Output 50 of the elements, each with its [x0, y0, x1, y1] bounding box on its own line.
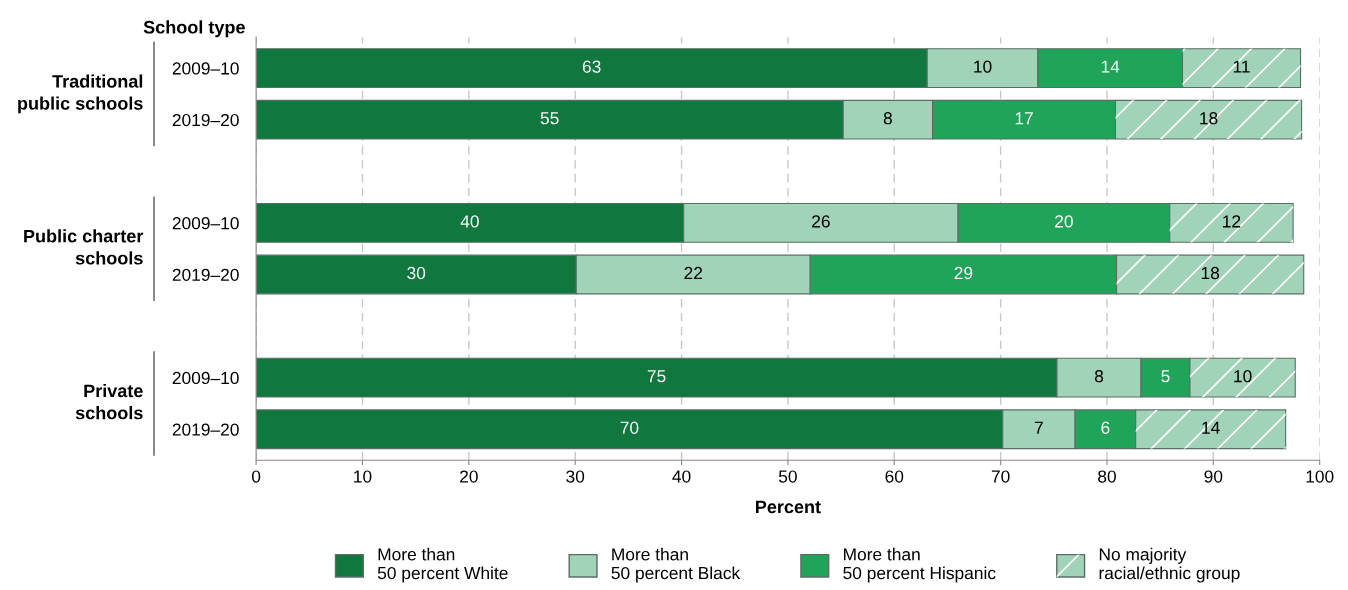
y-tick-label: 2009–10: [172, 217, 239, 230]
text: Traditional public schools: [18, 74, 143, 114]
data-label: 14: [1202, 421, 1220, 434]
legend-label: More than 50 percent Black: [611, 547, 741, 583]
text: Private schools: [75, 384, 143, 420]
data-label: 70: [620, 421, 639, 434]
x-tick-label: 80: [1098, 470, 1116, 483]
x-tick-label: 40: [672, 470, 691, 483]
x-tick-label: 60: [885, 470, 904, 483]
data-label: 75: [647, 370, 666, 383]
data-label: 18: [1200, 112, 1218, 125]
data-label: 6: [1101, 421, 1110, 434]
data-label: 40: [460, 215, 479, 228]
data-label: 5: [1161, 370, 1170, 383]
data-label: 8: [1094, 370, 1104, 383]
data-label: 8: [883, 112, 892, 125]
x-tick-label: 70: [991, 470, 1010, 483]
y-tick-label: 2019–20: [172, 268, 239, 281]
legend-label: More than 50 percent Hispanic: [843, 547, 996, 583]
data-label: 26: [812, 215, 830, 228]
data-label: 17: [1015, 112, 1033, 125]
legend-label: No majority racial/ethnic group: [1099, 547, 1240, 583]
text: School type: [143, 20, 245, 38]
y-tick-label: 2019–20: [172, 113, 239, 127]
data-label: 20: [1055, 215, 1073, 228]
data-label: 7: [1034, 421, 1043, 434]
data-label: 63: [582, 60, 601, 73]
data-label: 18: [1201, 266, 1220, 280]
x-tick-label: 100: [1306, 470, 1334, 483]
x-tick-label: 0: [251, 470, 261, 483]
y-tick-label: 2009–10: [172, 371, 239, 385]
x-tick-label: 90: [1204, 470, 1223, 483]
y-tick-label: 2009–10: [172, 62, 239, 75]
data-label: 14: [1101, 60, 1120, 73]
data-label: 29: [954, 266, 973, 280]
x-tick-label: 10: [354, 470, 372, 483]
data-label: 10: [1234, 370, 1252, 383]
x-tick-label: 20: [460, 470, 478, 483]
x-tick-label: 50: [778, 470, 797, 483]
data-label: 30: [407, 266, 426, 280]
text: Public charter schools: [24, 229, 144, 265]
legend-label: More than 50 percent White: [377, 547, 508, 583]
x-axis-title: Percent: [756, 500, 821, 514]
data-label: 12: [1223, 215, 1241, 228]
data-label: 55: [540, 112, 559, 125]
y-tick-label: 2019–20: [172, 423, 239, 436]
x-tick-label: 30: [566, 470, 585, 483]
data-label: 11: [1233, 60, 1250, 73]
data-label: 22: [684, 266, 703, 279]
data-label: 10: [974, 60, 992, 73]
